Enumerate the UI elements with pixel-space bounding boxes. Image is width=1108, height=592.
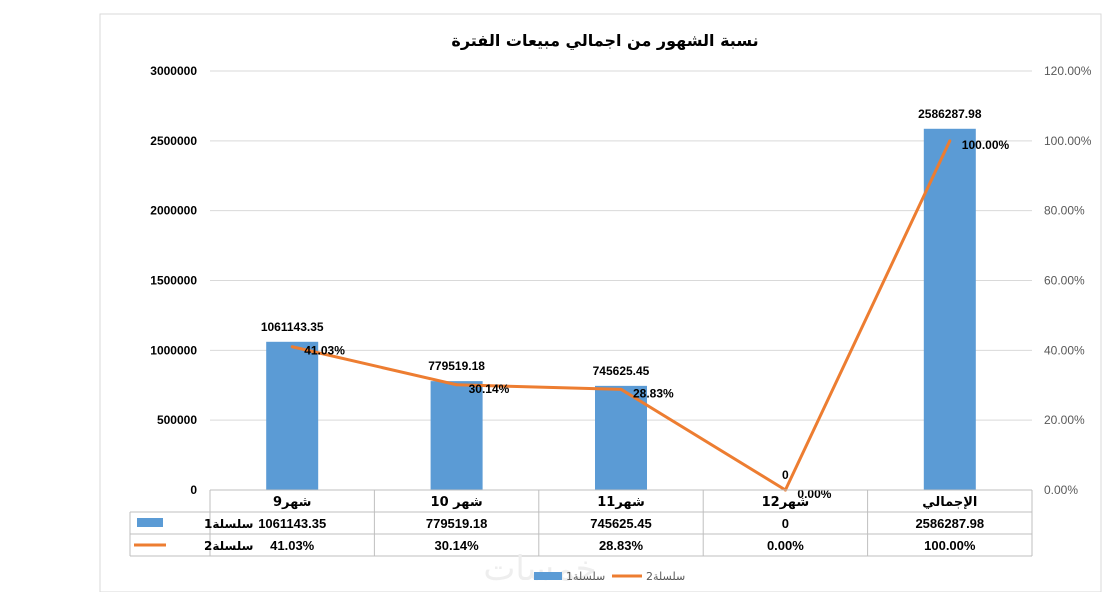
y-right-tick-label: 40.00%: [1044, 343, 1085, 357]
bar: [430, 381, 483, 490]
y-left-tick-label: 1000000: [150, 343, 197, 357]
table-cell: 28.83%: [599, 538, 644, 553]
category-label: شهر 10: [431, 495, 483, 510]
line-point: [290, 345, 294, 349]
y-right-tick-label: 100.00%: [1044, 134, 1092, 148]
table-cell: 779519.18: [426, 516, 487, 531]
table-cell: 100.00%: [924, 538, 976, 553]
y-left-tick-label: 3000000: [150, 64, 197, 78]
line-data-label: 30.14%: [469, 382, 510, 396]
bar: [595, 385, 647, 490]
category-label: شهر9: [273, 495, 312, 510]
table-cell: 41.03%: [270, 538, 315, 553]
table-cell: 0.00%: [767, 538, 804, 553]
left-axis: 0 500000 1000000 1500000 2000000 2500000 30000…: [150, 64, 197, 497]
data-table: شهر9 1061143.35 41.03% شهر 10 779519.18 30.14…: [129, 489, 1033, 557]
legend-label-series1: سلسلة1: [566, 570, 605, 583]
y-left-tick-label: 2000000: [150, 204, 197, 218]
chart-title: نسبة الشهور من اجمالي مبيعات الفترة: [451, 31, 758, 51]
category-label: شهر11: [597, 495, 645, 510]
row-label-series1: سلسلة1: [204, 517, 253, 531]
bar-data-label: 1061143.35: [261, 320, 324, 334]
y-left-tick-label: 2500000: [150, 134, 197, 148]
y-right-tick-label: 120.00%: [1044, 64, 1092, 78]
y-right-tick-label: 20.00%: [1044, 413, 1085, 427]
gridlines: [210, 70, 1032, 421]
table-cell: 745625.45: [590, 516, 651, 531]
bar: [266, 341, 319, 490]
legend-key-series1: [534, 572, 562, 580]
category-label: شهر12: [762, 495, 810, 510]
watermark-text: خمسات: [483, 549, 596, 589]
y-left-tick-label: 1500000: [150, 274, 197, 288]
right-axis: 0.00% 20.00% 40.00% 60.00% 80.00% 100.00% 120.…: [1044, 64, 1092, 497]
table-cell: 2586287.98: [915, 516, 984, 531]
legend-label-series2: سلسلة2: [646, 570, 685, 583]
table-cell: 1061143.35: [258, 516, 326, 531]
line-point: [948, 139, 952, 143]
row-label-series2: سلسلة2: [204, 539, 253, 553]
bar-series: [266, 128, 976, 490]
y-right-tick-label: 0.00%: [1044, 483, 1078, 497]
y-left-tick-label: 0: [190, 483, 197, 497]
bar-data-label: 2586287.98: [918, 107, 982, 121]
bar-data-label: 745625.45: [593, 364, 650, 378]
line-data-label: 28.83%: [633, 386, 674, 400]
y-right-tick-label: 80.00%: [1044, 204, 1085, 218]
y-right-tick-label: 60.00%: [1044, 274, 1085, 288]
data-labels: 1061143.35 779519.18 745625.45 0 2586287.98 4…: [261, 107, 1010, 501]
table-cell: 0: [782, 516, 789, 531]
table-cell: 30.14%: [435, 538, 480, 553]
line-series: [290, 139, 952, 492]
series1-key: [137, 518, 163, 527]
legend: سلسلة1 سلسلة2: [534, 570, 685, 583]
line-data-label: 41.03%: [304, 344, 345, 358]
line-data-label: 100.00%: [962, 138, 1010, 152]
bar-data-label: 779519.18: [428, 359, 485, 373]
y-left-tick-label: 500000: [157, 413, 197, 427]
category-label: الإجمالي: [922, 495, 977, 510]
line-point: [619, 387, 623, 391]
line-point: [455, 383, 459, 387]
bar: [923, 128, 976, 490]
bar-data-label: 0: [782, 468, 789, 482]
